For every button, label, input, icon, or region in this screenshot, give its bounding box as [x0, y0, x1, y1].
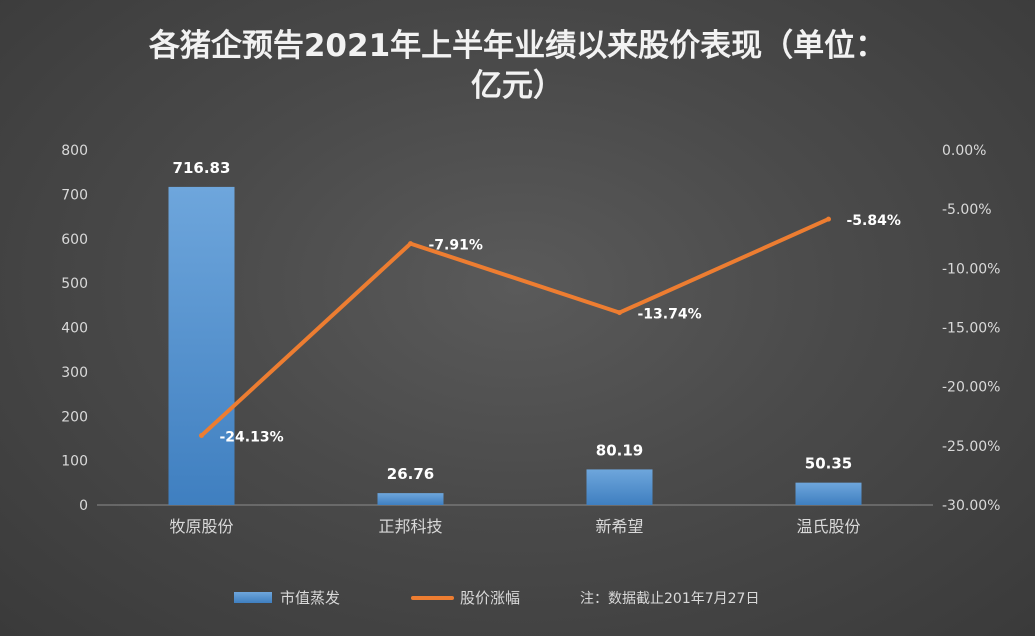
- y-left-tick-label: 800: [61, 143, 88, 159]
- y-left-tick-label: 200: [61, 409, 88, 425]
- line-value-label: -24.13%: [220, 430, 284, 446]
- y-left-tick-label: 400: [61, 321, 88, 337]
- chart-title: 各猪企预告2021年上半年业绩以来股价表现（单位： 亿元）: [0, 26, 1035, 106]
- y-left-tick-label: 500: [61, 276, 88, 292]
- y-right-tick-label: 0.00%: [942, 143, 986, 159]
- line-series: [199, 216, 831, 439]
- line-value-label: -13.74%: [638, 307, 702, 323]
- y-right-tick-label: -25.00%: [942, 439, 1000, 455]
- y-right-tick-label: -15.00%: [942, 321, 1000, 337]
- bar-value-label: 26.76: [387, 465, 434, 483]
- x-tick-label: 新希望: [595, 517, 643, 536]
- bar: [586, 469, 653, 505]
- line-value-label: -7.91%: [429, 238, 483, 254]
- bar: [795, 482, 862, 505]
- line-point: [199, 433, 204, 439]
- bar: [377, 493, 444, 505]
- y-left-tick-label: 600: [61, 232, 88, 248]
- x-tick-label: 正邦科技: [378, 517, 442, 536]
- y-right-tick-label: -10.00%: [942, 261, 1000, 277]
- bar-value-label: 50.35: [805, 455, 852, 473]
- line-point: [826, 216, 831, 222]
- line-point: [617, 310, 622, 316]
- legend-label-bar: 市值蒸发: [280, 589, 340, 607]
- x-tick-label: 温氏股份: [796, 517, 860, 536]
- legend: 市值蒸发 股价涨幅 注：数据截止201年7月27日: [234, 589, 759, 607]
- chart-title-line2: 亿元）: [471, 68, 564, 104]
- chart-title-line1: 各猪企预告2021年上半年业绩以来股价表现（单位：: [148, 28, 887, 64]
- bar-value-label: 80.19: [596, 441, 643, 459]
- y-left-tick-label: 0: [79, 498, 88, 514]
- data-labels: 716.83 26.76 80.19 50.35 -24.13% -7.91% -13.74…: [173, 159, 901, 483]
- y-right-tick-label: -5.00%: [942, 202, 992, 218]
- y-right-tick-label: -20.00%: [942, 380, 1000, 396]
- y-left-tick-label: 300: [61, 365, 88, 381]
- legend-note: 注：数据截止201年7月27日: [580, 591, 759, 607]
- x-tick-label: 牧原股份: [169, 517, 233, 536]
- y-left-tick-label: 700: [61, 187, 88, 203]
- axes: 0 100 200 300 400 500 600 700 800 -30.00% -25.00% -…: [61, 143, 1000, 536]
- bar-value-label: 716.83: [173, 159, 231, 177]
- legend-swatch-bar: [234, 592, 272, 603]
- y-left-tick-label: 100: [61, 454, 88, 470]
- line-point: [408, 241, 413, 247]
- y-right-tick-label: -30.00%: [942, 498, 1000, 514]
- legend-label-line: 股价涨幅: [460, 589, 520, 607]
- line-path: [199, 217, 831, 438]
- line-value-label: -5.84%: [847, 213, 901, 229]
- bar-series: [168, 186, 862, 506]
- bar: [168, 186, 235, 506]
